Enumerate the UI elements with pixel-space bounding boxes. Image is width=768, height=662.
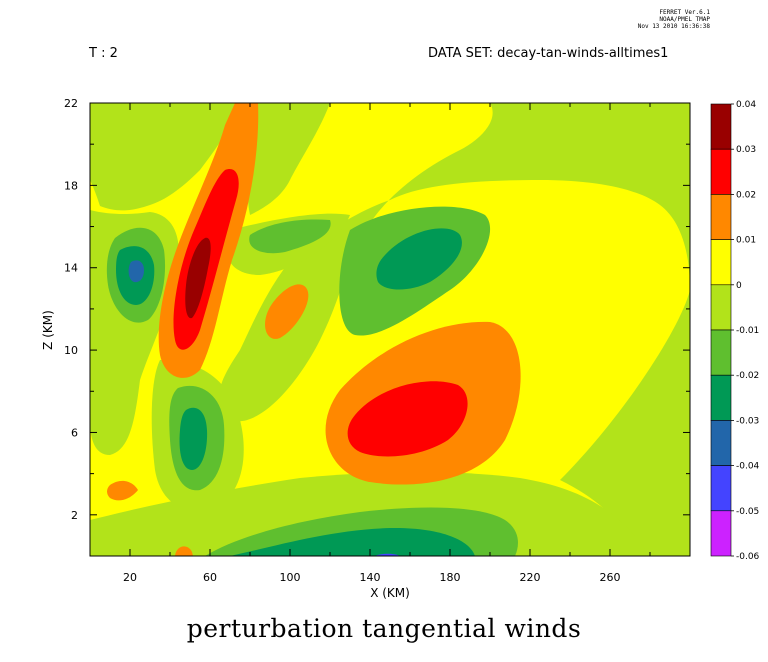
axis-ticks — [90, 102, 690, 556]
contour-neg004-left — [128, 260, 144, 283]
y-tick-label: 6 — [71, 426, 78, 439]
colorbar-level-label: 0.02 — [736, 190, 756, 200]
contour-fill — [90, 103, 690, 556]
colorbar-swatch — [710, 239, 732, 286]
colorbar-level-label: -0.06 — [736, 552, 760, 562]
x-tick-label: 220 — [520, 571, 541, 584]
axis-tick-labels: 20 60 100 140 180 220 260 2 6 10 14 18 22 — [64, 97, 621, 584]
ferret-line-3: Nov 13 2010 16:36:38 — [637, 23, 710, 30]
y-tick-label: 18 — [64, 179, 78, 192]
y-tick-label: 14 — [64, 262, 78, 275]
chart-caption: perturbation tangential winds — [186, 614, 582, 643]
colorbar-swatch — [710, 329, 732, 376]
x-tick-label: 260 — [600, 571, 621, 584]
contour-pos002-bottom — [175, 546, 193, 556]
contour-pos004-core — [185, 237, 211, 319]
dataset-label: DATA SET: decay-tan-winds-alltimes1 — [428, 46, 669, 61]
colorbar-swatch — [710, 284, 732, 331]
time-label: T : 2 — [89, 46, 118, 61]
plot-frame — [89, 102, 691, 557]
contour-neg001-ridge — [247, 103, 330, 215]
colorbar-level-label: 0 — [736, 281, 742, 291]
colorbar-level-label: 0.01 — [736, 236, 756, 246]
y-tick-label: 10 — [64, 344, 78, 357]
ferret-version-stamp: FERRET Ver.6.1 NOAA/PMEL TMAP Nov 13 201… — [638, 9, 710, 30]
colorbar-level-label: -0.02 — [736, 371, 759, 381]
colorbar-level-label: -0.05 — [736, 507, 759, 517]
colorbar-swatch — [710, 420, 732, 466]
colorbar-swatch — [710, 194, 732, 240]
x-tick-label: 100 — [280, 571, 301, 584]
colorbar: 0.04 0.03 0.02 0.01 0 -0.01 -0.02 -0.03 -0.04 -0.… — [710, 100, 760, 562]
colorbar-level-label: 0.03 — [736, 145, 756, 155]
x-tick-label: 140 — [360, 571, 381, 584]
contour-pos002-small — [265, 284, 309, 339]
colorbar-level-label: -0.03 — [736, 416, 759, 426]
contour-neg004-bottom — [375, 553, 400, 556]
contour-neg001-left-top — [90, 103, 240, 211]
colorbar-swatch — [710, 374, 732, 421]
contour-neg003-lower-left — [179, 407, 208, 470]
contour-neg003-center — [376, 228, 462, 290]
y-tick-label: 22 — [64, 97, 78, 110]
contour-pos003-center — [347, 381, 468, 457]
colorbar-level-label: -0.01 — [736, 326, 759, 336]
colorbar-swatch — [710, 510, 732, 557]
ferret-line-2: NOAA/PMEL TMAP — [659, 16, 710, 23]
contour-pos002-left-lower — [107, 480, 138, 501]
contour-neg002-upper-ridge — [249, 219, 331, 254]
colorbar-swatch — [710, 103, 732, 150]
colorbar-level-label: 0.04 — [736, 100, 756, 110]
contour-neg003-bottom — [230, 527, 475, 556]
y-axis-label: Z (KM) — [41, 310, 55, 350]
contour-neg001-upper-right — [219, 103, 690, 556]
colorbar-level-label: -0.04 — [736, 462, 760, 472]
colorbar-swatch — [710, 148, 732, 195]
y-tick-label: 2 — [71, 509, 78, 522]
x-tick-label: 20 — [123, 571, 137, 584]
x-axis-label: X (KM) — [370, 586, 410, 600]
x-tick-label: 60 — [203, 571, 217, 584]
x-tick-label: 180 — [440, 571, 461, 584]
ferret-line-1: FERRET Ver.6.1 — [659, 9, 710, 16]
colorbar-swatch — [710, 465, 732, 512]
